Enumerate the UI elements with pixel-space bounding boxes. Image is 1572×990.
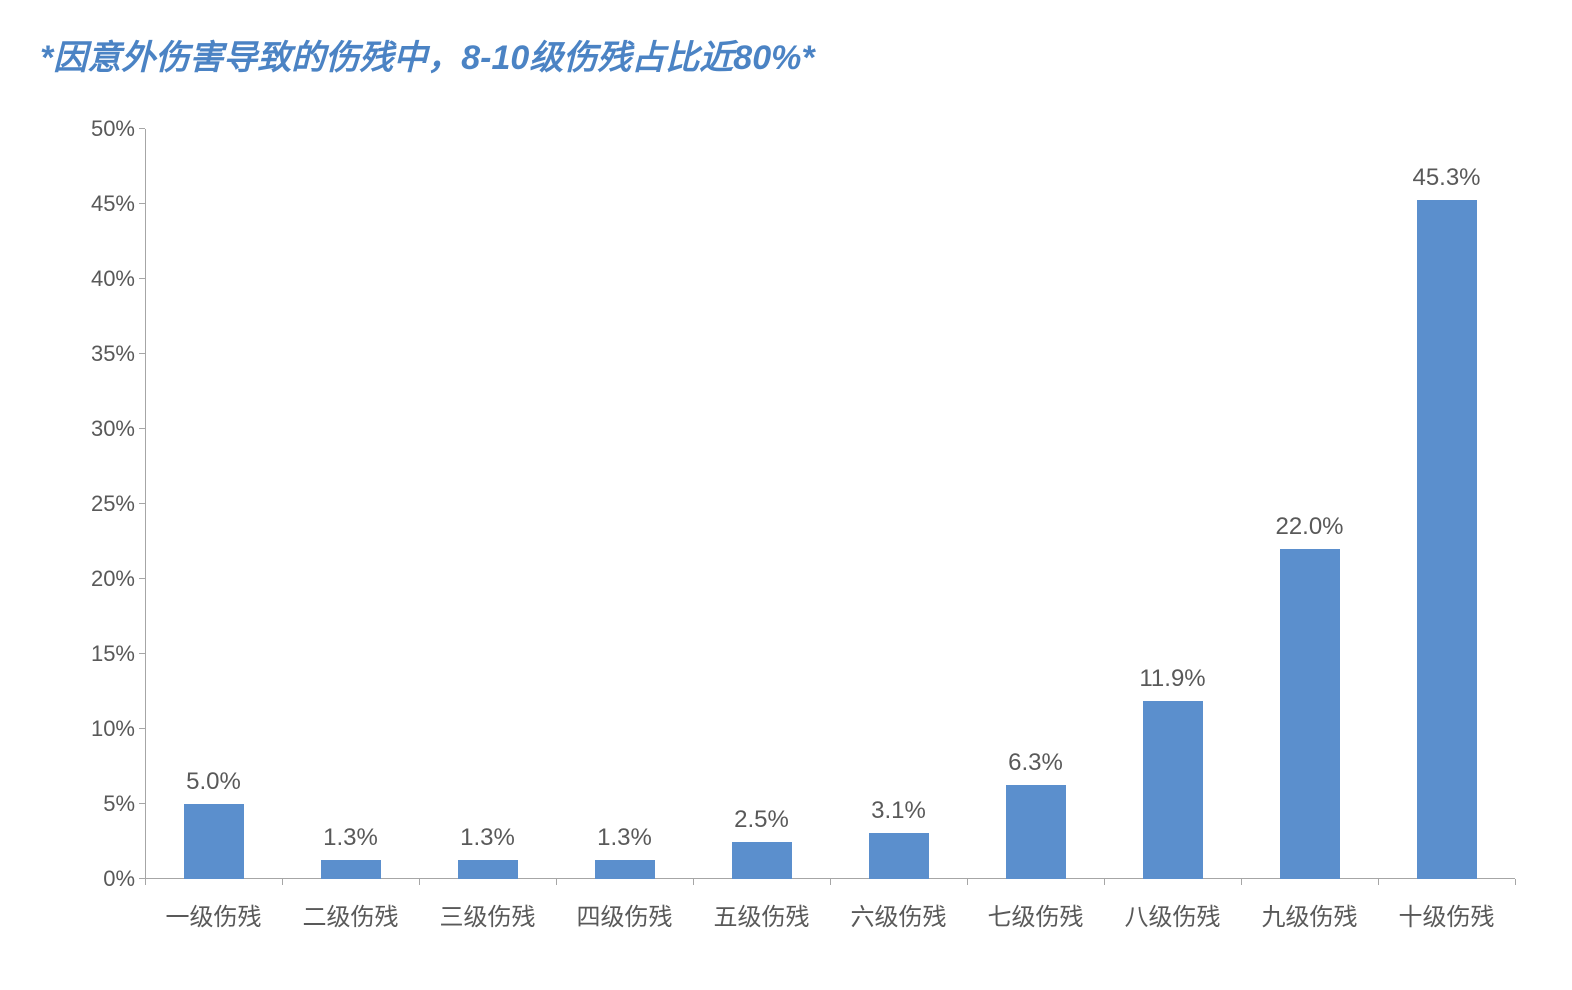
data-label: 1.3% bbox=[323, 824, 378, 852]
y-axis-tick bbox=[139, 278, 145, 279]
x-axis-label: 六级伤残 bbox=[851, 897, 947, 932]
bar bbox=[869, 833, 929, 880]
x-axis-tick bbox=[1104, 879, 1105, 885]
x-axis-tick bbox=[145, 879, 146, 885]
chart-container: 5.0%一级伤残1.3%二级伤残1.3%三级伤残1.3%四级伤残2.5%五级伤残… bbox=[50, 119, 1530, 969]
x-axis-label: 五级伤残 bbox=[714, 897, 810, 932]
bar bbox=[1006, 785, 1066, 880]
bar bbox=[1143, 701, 1203, 880]
y-axis-tick bbox=[139, 353, 145, 354]
y-axis-tick bbox=[139, 803, 145, 804]
bar-slot: 1.3%三级伤残 bbox=[419, 129, 556, 879]
bar bbox=[732, 842, 792, 880]
x-axis-tick bbox=[693, 879, 694, 885]
data-label: 1.3% bbox=[597, 824, 652, 852]
y-axis-label: 45% bbox=[55, 191, 135, 217]
x-axis-label: 八级伤残 bbox=[1125, 897, 1221, 932]
y-axis-label: 35% bbox=[55, 341, 135, 367]
bar bbox=[184, 804, 244, 879]
x-axis-tick bbox=[419, 879, 420, 885]
x-axis-tick bbox=[556, 879, 557, 885]
bar-slot: 1.3%四级伤残 bbox=[556, 129, 693, 879]
chart-title: *因意外伤害导致的伤残中，8-10级伤残占比近80%* bbox=[40, 30, 1532, 79]
x-axis-tick bbox=[967, 879, 968, 885]
y-axis-tick bbox=[139, 428, 145, 429]
plot-area: 5.0%一级伤残1.3%二级伤残1.3%三级伤残1.3%四级伤残2.5%五级伤残… bbox=[145, 129, 1515, 879]
data-label: 2.5% bbox=[734, 806, 789, 834]
y-axis-label: 5% bbox=[55, 791, 135, 817]
y-axis-tick bbox=[139, 728, 145, 729]
data-label: 1.3% bbox=[460, 824, 515, 852]
bars-layer: 5.0%一级伤残1.3%二级伤残1.3%三级伤残1.3%四级伤残2.5%五级伤残… bbox=[145, 129, 1515, 879]
x-axis-label: 一级伤残 bbox=[166, 897, 262, 932]
x-axis-label: 二级伤残 bbox=[303, 897, 399, 932]
x-axis-tick bbox=[1241, 879, 1242, 885]
bar bbox=[1417, 200, 1477, 880]
y-axis-label: 20% bbox=[55, 566, 135, 592]
x-axis-tick bbox=[1378, 879, 1379, 885]
y-axis-tick bbox=[139, 578, 145, 579]
bar-slot: 3.1%六级伤残 bbox=[830, 129, 967, 879]
bar bbox=[458, 860, 518, 880]
x-axis-label: 七级伤残 bbox=[988, 897, 1084, 932]
x-axis-tick bbox=[282, 879, 283, 885]
y-axis-label: 25% bbox=[55, 491, 135, 517]
bar bbox=[321, 860, 381, 880]
y-axis-label: 15% bbox=[55, 641, 135, 667]
y-axis-tick bbox=[139, 653, 145, 654]
x-axis-tick bbox=[1515, 879, 1516, 885]
y-axis-tick bbox=[139, 503, 145, 504]
bar bbox=[1280, 549, 1340, 879]
bar-slot: 5.0%一级伤残 bbox=[145, 129, 282, 879]
bar-slot: 1.3%二级伤残 bbox=[282, 129, 419, 879]
data-label: 22.0% bbox=[1275, 513, 1343, 541]
bar-slot: 11.9%八级伤残 bbox=[1104, 129, 1241, 879]
y-axis-label: 10% bbox=[55, 716, 135, 742]
x-axis-label: 十级伤残 bbox=[1399, 897, 1495, 932]
y-axis-label: 50% bbox=[55, 116, 135, 142]
data-label: 6.3% bbox=[1008, 749, 1063, 777]
y-axis-label: 30% bbox=[55, 416, 135, 442]
data-label: 11.9% bbox=[1139, 665, 1205, 693]
y-axis-label: 40% bbox=[55, 266, 135, 292]
bar-slot: 45.3%十级伤残 bbox=[1378, 129, 1515, 879]
x-axis-label: 九级伤残 bbox=[1262, 897, 1358, 932]
bar-slot: 22.0%九级伤残 bbox=[1241, 129, 1378, 879]
y-axis-label: 0% bbox=[55, 866, 135, 892]
page: *因意外伤害导致的伤残中，8-10级伤残占比近80%* 5.0%一级伤残1.3%… bbox=[0, 0, 1572, 990]
data-label: 45.3% bbox=[1412, 164, 1480, 192]
x-axis-label: 三级伤残 bbox=[440, 897, 536, 932]
x-axis-tick bbox=[830, 879, 831, 885]
data-label: 3.1% bbox=[871, 797, 926, 825]
bar bbox=[595, 860, 655, 880]
y-axis-tick bbox=[139, 128, 145, 129]
bar-slot: 6.3%七级伤残 bbox=[967, 129, 1104, 879]
y-axis-tick bbox=[139, 203, 145, 204]
data-label: 5.0% bbox=[186, 768, 241, 796]
x-axis-label: 四级伤残 bbox=[577, 897, 673, 932]
bar-slot: 2.5%五级伤残 bbox=[693, 129, 830, 879]
